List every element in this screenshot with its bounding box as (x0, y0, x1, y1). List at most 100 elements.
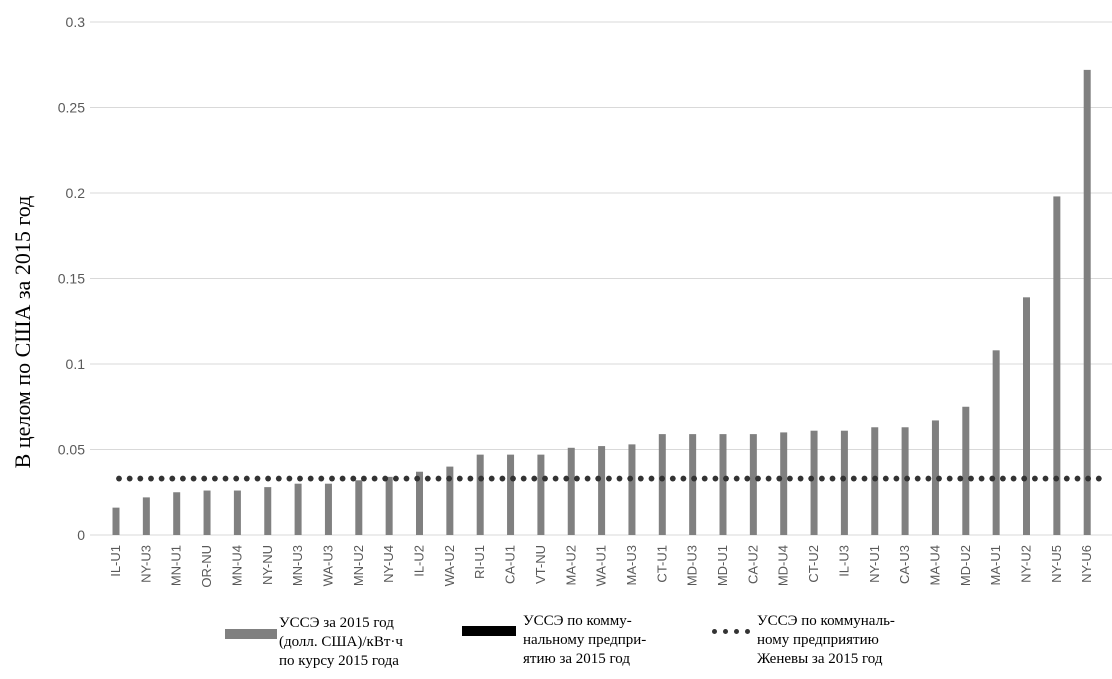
x-tick-label: NY-U2 (1019, 545, 1034, 583)
bar-MD-U1 (719, 434, 727, 535)
reference-dot (190, 475, 197, 482)
bar-NY-NU (264, 487, 272, 535)
reference-dot (318, 475, 325, 482)
reference-dot (1032, 475, 1038, 482)
x-tick-label: GV-U (1110, 545, 1112, 577)
y-tick-label: 0.05 (58, 442, 85, 458)
reference-dot (1042, 475, 1049, 482)
reference-dot (222, 475, 229, 482)
reference-dot (361, 475, 367, 482)
bar-IL-U3 (840, 430, 848, 535)
reference-dot (148, 475, 154, 482)
reference-dot (606, 475, 612, 482)
reference-dot (744, 475, 751, 482)
x-tick-label: MD-U3 (685, 545, 700, 586)
reference-dot (574, 475, 580, 482)
reference-dot (563, 475, 570, 482)
reference-dot (350, 475, 357, 482)
x-tick-label: MA-U2 (563, 545, 578, 585)
reference-dot (882, 475, 889, 482)
bar-NY-U6 (1083, 69, 1091, 535)
bar-MA-U4 (931, 420, 939, 535)
reference-dot (180, 475, 186, 482)
reference-dot (680, 475, 687, 482)
bar-IL-U1 (112, 507, 120, 535)
reference-dot (382, 475, 389, 482)
reference-dot (510, 475, 516, 482)
reference-dot (701, 475, 708, 482)
grid-lines (90, 21, 1112, 536)
reference-dot (254, 475, 261, 482)
y-tick-label: 0.15 (58, 271, 85, 287)
x-tick-label: MN-U2 (351, 545, 366, 586)
bar-IL-U2 (416, 471, 423, 535)
reference-dot (659, 475, 665, 482)
reference-dot (1074, 475, 1081, 482)
reference-dot (158, 475, 165, 482)
x-tick-label: IL-U2 (412, 545, 427, 577)
reference-dot (840, 475, 847, 482)
reference-dot (829, 475, 836, 482)
x-tick-label: MN-U1 (169, 545, 184, 586)
reference-dot (787, 475, 793, 482)
x-tick-label: NY-U4 (381, 545, 396, 583)
reference-dot (691, 475, 697, 482)
reference-dot (755, 475, 761, 482)
x-tick-label: IL-U1 (108, 545, 123, 577)
x-tick-label: MD-U1 (715, 545, 730, 586)
x-tick-label: WA-U3 (320, 545, 335, 586)
bar-CA-U3 (901, 427, 909, 535)
x-tick-label: NY-U6 (1079, 545, 1094, 583)
x-tick-label: MA-U1 (988, 545, 1003, 585)
bar-WA-U3 (324, 483, 332, 535)
y-tick-label: 0.1 (66, 356, 86, 372)
bar-MA-U1 (992, 350, 1000, 535)
y-axis-title: В целом по США за 2015 год (10, 196, 35, 469)
reference-dot (488, 475, 495, 482)
reference-dot (169, 475, 176, 482)
x-tick-label: CA-U3 (897, 545, 912, 584)
y-tick-label: 0.2 (66, 185, 86, 201)
y-tick-label: 0.25 (58, 100, 85, 116)
bar-MN-U3 (294, 483, 302, 535)
x-tick-label: CT-U1 (654, 545, 669, 583)
x-tick-label: CA-U2 (745, 545, 760, 584)
reference-dot (1053, 475, 1060, 482)
x-tick-label: MD-U2 (958, 545, 973, 586)
reference-dot (914, 475, 921, 482)
reference-dot (243, 475, 250, 482)
x-tick-label: MD-U4 (776, 545, 791, 586)
reference-dot (637, 475, 644, 482)
reference-dot (957, 475, 964, 482)
reference-dot (904, 475, 910, 482)
reference-dot (872, 475, 878, 482)
reference-dot (467, 475, 474, 482)
reference-dot (1063, 475, 1070, 482)
bar-VT-NU (537, 454, 545, 535)
x-tick-label: WA-U1 (594, 545, 609, 586)
x-tick-label: MN-U4 (229, 545, 244, 586)
bar-MN-U4 (233, 490, 241, 535)
y-tick-label: 0 (77, 527, 85, 543)
reference-dot (861, 475, 868, 482)
reference-dot (1000, 475, 1006, 482)
reference-line (116, 475, 1102, 482)
x-tick-label: IL-U3 (836, 545, 851, 577)
reference-dot (925, 475, 932, 482)
bar-NY-U3 (142, 497, 150, 535)
x-tick-label: MN-U3 (290, 545, 305, 586)
x-tick-label: RI-U1 (472, 545, 487, 579)
reference-dot (542, 475, 548, 482)
reference-dot (989, 475, 996, 482)
reference-dot (669, 475, 676, 482)
x-tick-label: MA-U4 (927, 545, 942, 585)
bar-NY-U5 (1053, 196, 1061, 536)
bar-NY-U4 (385, 476, 393, 535)
reference-dot (201, 475, 208, 482)
bar-CT-U1 (658, 434, 666, 535)
bar-MD-U4 (780, 432, 788, 535)
reference-dot (1085, 475, 1091, 482)
reference-dot (265, 475, 271, 482)
bar-MN-U1 (173, 492, 181, 535)
